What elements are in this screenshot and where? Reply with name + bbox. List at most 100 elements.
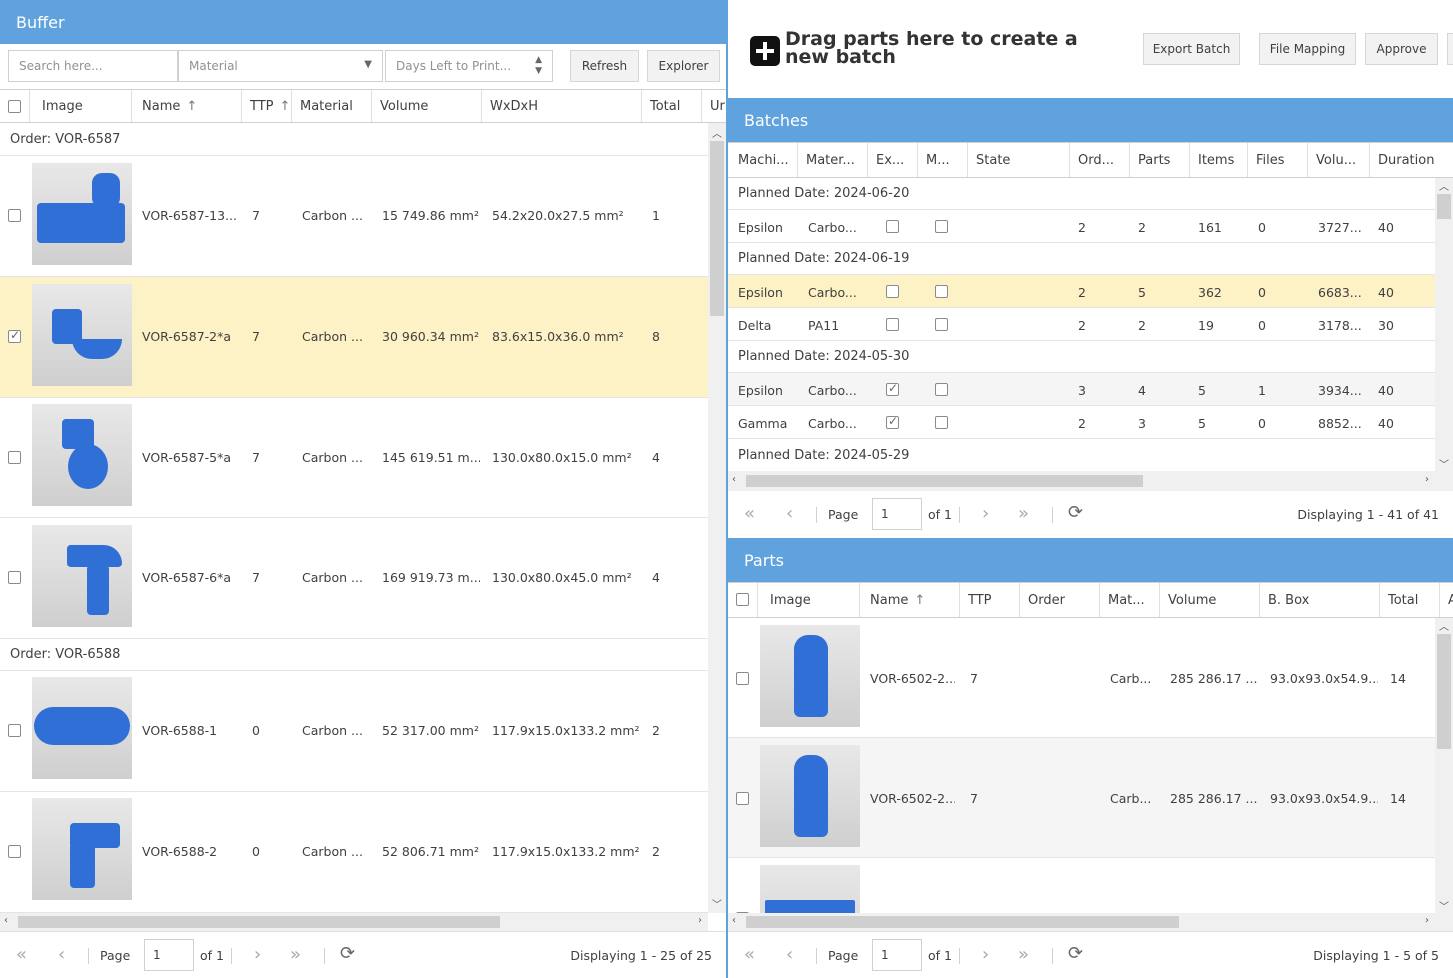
export-batch-button[interactable]: Export Batch: [1143, 33, 1240, 65]
prev-page-icon[interactable]: ‹: [58, 944, 66, 965]
column-m[interactable]: M...: [918, 143, 968, 177]
scroll-left-icon[interactable]: ‹: [4, 915, 8, 926]
scroll-down-icon[interactable]: ﹀: [1439, 902, 1449, 913]
column-extra[interactable]: A: [1448, 592, 1453, 608]
column-total[interactable]: Total: [642, 90, 702, 122]
page-number-input[interactable]: 1: [872, 939, 922, 971]
table-row[interactable]: VOR-6588-1 0 Carbon ... 52 317.00 mm² 11…: [0, 671, 708, 792]
export-checkbox-checked[interactable]: [886, 381, 899, 396]
scroll-down-icon[interactable]: ﹀: [1439, 460, 1449, 471]
batch-row[interactable]: Epsilon Carbo... 2 2 161 0 3727... 40: [728, 210, 1435, 243]
batch-row[interactable]: Delta PA11 2 2 19 0 3178... 30: [728, 308, 1435, 341]
batch-row[interactable]: Gamma Carbo... 2 3 5 0 8852... 40: [728, 406, 1435, 439]
table-row[interactable]: VOR-6587-13... 7 Carbon ... 15 749.86 mm…: [0, 156, 708, 277]
column-ttp[interactable]: TTP ↑: [242, 90, 292, 122]
panel-splitter[interactable]: [726, 0, 728, 978]
row-checkbox-checked[interactable]: [8, 328, 21, 343]
first-page-icon[interactable]: «: [744, 944, 756, 965]
scroll-right-icon[interactable]: ›: [1425, 915, 1429, 926]
table-row[interactable]: VOR-6502-2... 7 Carb... 285 286.17 ... 9…: [728, 618, 1435, 738]
column-image[interactable]: Image: [758, 583, 860, 617]
column-unit[interactable]: Ur: [710, 98, 725, 114]
scroll-right-icon[interactable]: ›: [698, 915, 702, 926]
search-input[interactable]: Search here...: [8, 50, 178, 82]
batches-vertical-scrollbar[interactable]: ︿ ﹀: [1435, 178, 1453, 471]
refresh-icon[interactable]: ⟳: [1068, 943, 1084, 964]
select-all-checkbox[interactable]: [8, 100, 21, 113]
column-material[interactable]: Mater...: [798, 143, 868, 177]
overflow-button[interactable]: [1447, 33, 1453, 65]
table-row[interactable]: VOR-6502-2... 7 Carb... 285 286.17 ... 9…: [728, 738, 1435, 858]
row-checkbox[interactable]: [736, 912, 749, 913]
approve-button[interactable]: Approve: [1365, 33, 1438, 65]
refresh-icon[interactable]: ⟳: [1068, 502, 1084, 523]
export-checkbox[interactable]: [886, 220, 899, 233]
row-checkbox[interactable]: [8, 209, 21, 222]
explorer-button[interactable]: Explorer: [647, 50, 720, 82]
row-checkbox[interactable]: [8, 451, 21, 464]
column-material[interactable]: Material: [292, 90, 372, 122]
batch-row-selected[interactable]: Epsilon Carbo... 2 5 362 0 6683... 40: [728, 275, 1435, 308]
buffer-horizontal-scrollbar[interactable]: ‹ ›: [0, 913, 708, 931]
parts-vertical-scrollbar[interactable]: ︿ ﹀: [1435, 618, 1453, 913]
scroll-right-icon[interactable]: ›: [1425, 474, 1429, 485]
table-row[interactable]: VOR-6587-6*a 7 Carbon ... 169 919.73 m..…: [0, 518, 708, 639]
column-machine[interactable]: Machi...: [728, 143, 798, 177]
scroll-left-icon[interactable]: ‹: [732, 474, 736, 485]
column-volume[interactable]: Volu...: [1308, 143, 1370, 177]
column-volume[interactable]: Volume: [372, 90, 482, 122]
column-dims[interactable]: WxDxH: [482, 90, 642, 122]
last-page-icon[interactable]: »: [1018, 503, 1030, 524]
page-number-input[interactable]: 1: [144, 939, 194, 971]
table-row[interactable]: VOR-6587-5*a 7 Carbon ... 145 619.51 m..…: [0, 398, 708, 518]
m-checkbox[interactable]: [935, 318, 948, 331]
next-page-icon[interactable]: ›: [254, 944, 262, 965]
row-checkbox[interactable]: [8, 724, 21, 737]
table-row[interactable]: VOR-6588-2 0 Carbon ... 52 806.71 mm² 11…: [0, 792, 708, 913]
scroll-thumb[interactable]: [746, 916, 1179, 928]
scroll-up-icon[interactable]: ︿: [712, 129, 722, 140]
m-checkbox[interactable]: [935, 383, 948, 396]
table-row-selected[interactable]: VOR-6587-2*a 7 Carbon ... 30 960.34 mm² …: [0, 277, 708, 398]
column-files[interactable]: Files: [1248, 143, 1308, 177]
m-checkbox[interactable]: [935, 220, 948, 233]
batch-row[interactable]: Epsilon Carbo... 3 4 5 1 3934... 40: [728, 373, 1435, 406]
last-page-icon[interactable]: »: [1018, 944, 1030, 965]
column-name[interactable]: Name ↑: [860, 583, 960, 617]
column-orders[interactable]: Ord...: [1070, 143, 1130, 177]
stepper-arrows-icon[interactable]: ▲ ▼: [535, 55, 542, 76]
scroll-thumb[interactable]: [1437, 634, 1451, 749]
last-page-icon[interactable]: »: [290, 944, 302, 965]
scroll-left-icon[interactable]: ‹: [732, 915, 736, 926]
m-checkbox[interactable]: [935, 416, 948, 429]
next-page-icon[interactable]: ›: [982, 503, 990, 524]
scroll-thumb[interactable]: [18, 916, 500, 928]
row-checkbox[interactable]: [736, 792, 749, 805]
row-checkbox[interactable]: [8, 845, 21, 858]
table-row[interactable]: [728, 858, 1435, 913]
refresh-icon[interactable]: ⟳: [340, 943, 356, 964]
column-state[interactable]: State: [968, 143, 1070, 177]
buffer-vertical-scrollbar[interactable]: ︿ ﹀: [708, 123, 726, 913]
column-ttp[interactable]: TTP: [960, 583, 1020, 617]
column-order[interactable]: Order: [1020, 583, 1100, 617]
drag-drop-zone[interactable]: Drag parts here to create a new batch Ex…: [728, 0, 1453, 98]
scroll-thumb[interactable]: [1437, 194, 1451, 219]
scroll-up-icon[interactable]: ︿: [1439, 182, 1449, 193]
export-checkbox-checked[interactable]: [886, 414, 899, 429]
column-total[interactable]: Total: [1380, 583, 1440, 617]
column-name[interactable]: Name ↑: [132, 90, 242, 122]
prev-page-icon[interactable]: ‹: [786, 503, 794, 524]
next-page-icon[interactable]: ›: [982, 944, 990, 965]
file-mapping-button[interactable]: File Mapping: [1259, 33, 1356, 65]
column-duration[interactable]: Duration: [1378, 152, 1435, 168]
scroll-down-icon[interactable]: ﹀: [712, 900, 722, 911]
column-bbox[interactable]: B. Box: [1260, 583, 1380, 617]
parts-horizontal-scrollbar[interactable]: ‹ ›: [728, 913, 1453, 931]
m-checkbox[interactable]: [935, 285, 948, 298]
column-items[interactable]: Items: [1190, 143, 1248, 177]
column-parts[interactable]: Parts: [1130, 143, 1190, 177]
select-all-column[interactable]: [0, 90, 30, 122]
days-left-stepper[interactable]: Days Left to Print... ▲ ▼: [385, 50, 553, 82]
refresh-button[interactable]: Refresh: [570, 50, 639, 82]
